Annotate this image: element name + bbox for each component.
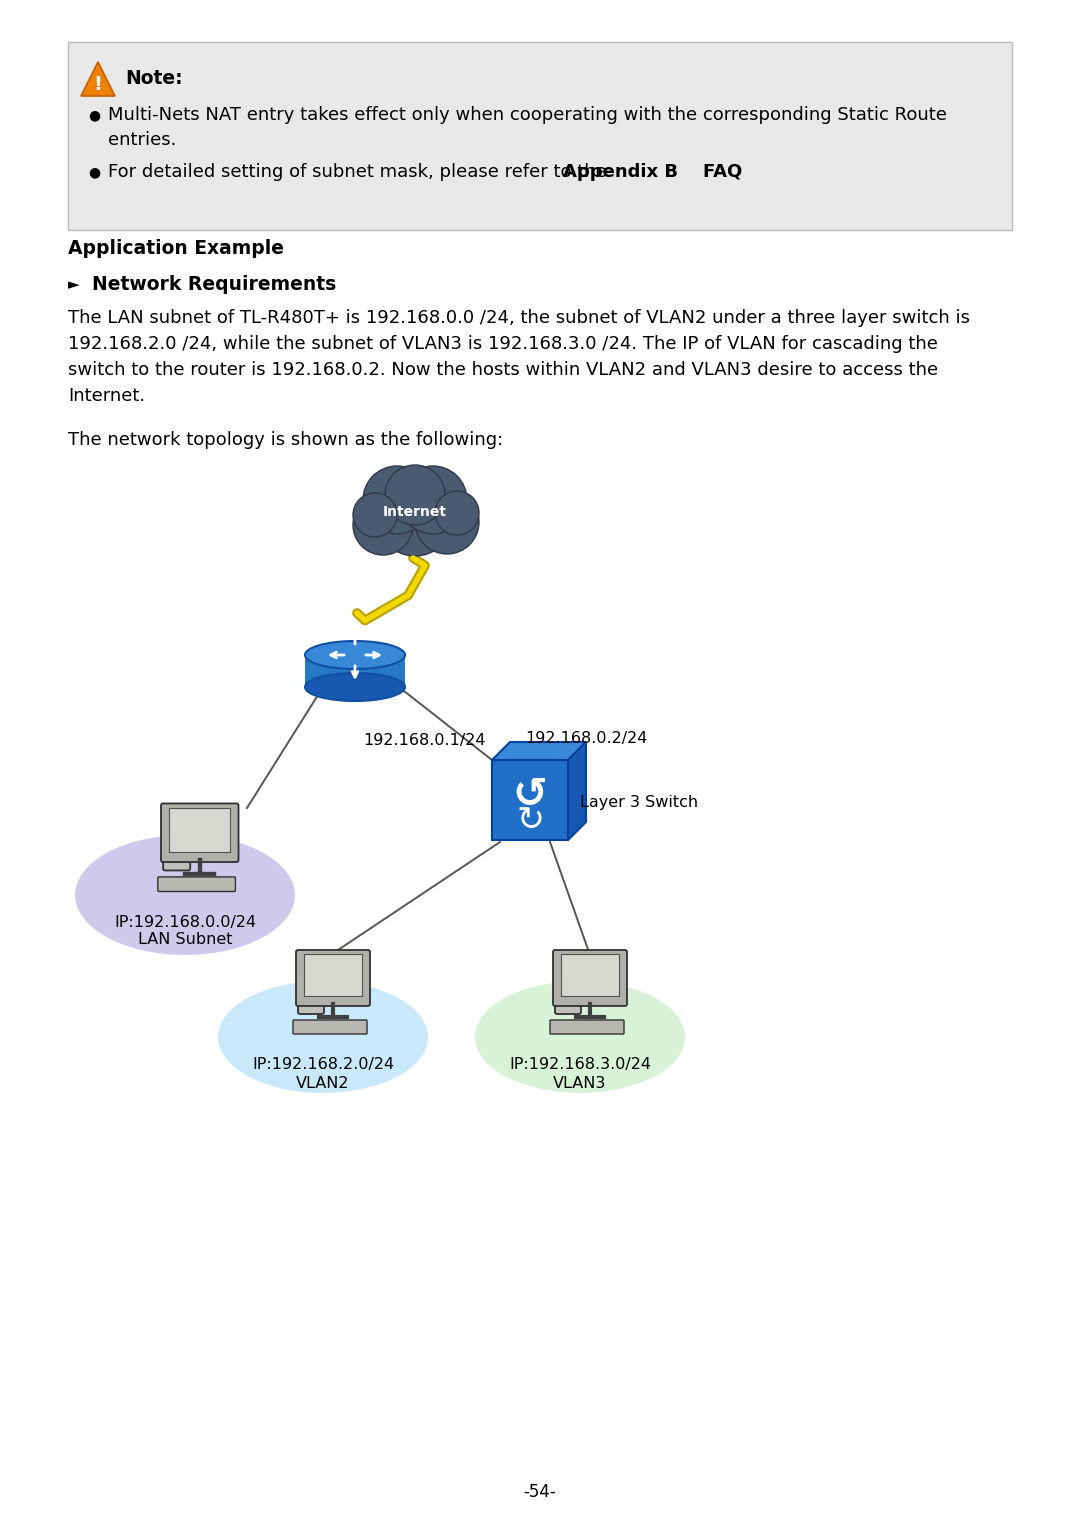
FancyBboxPatch shape [163, 806, 190, 870]
Circle shape [363, 466, 431, 534]
Circle shape [353, 493, 397, 538]
Text: ●: ● [87, 165, 100, 179]
FancyBboxPatch shape [293, 1020, 367, 1034]
Text: Multi-Nets NAT entry takes effect only when cooperating with the corresponding S: Multi-Nets NAT entry takes effect only w… [108, 105, 947, 124]
FancyBboxPatch shape [68, 43, 1012, 231]
Text: ↻: ↻ [516, 803, 544, 837]
FancyBboxPatch shape [158, 876, 235, 892]
Text: LAN Subnet: LAN Subnet [138, 933, 232, 947]
Ellipse shape [305, 641, 405, 669]
Text: IP:192.168.3.0/24: IP:192.168.3.0/24 [509, 1058, 651, 1072]
Text: Layer 3 Switch: Layer 3 Switch [580, 794, 698, 809]
Text: 192.168.0.2/24: 192.168.0.2/24 [525, 730, 647, 745]
FancyBboxPatch shape [298, 951, 324, 1014]
Text: 192.168.2.0 /24, while the subnet of VLAN3 is 192.168.3.0 /24. The IP of VLAN fo: 192.168.2.0 /24, while the subnet of VLA… [68, 334, 937, 353]
Circle shape [399, 466, 467, 534]
Text: Network Requirements: Network Requirements [92, 275, 336, 295]
Text: entries.: entries. [108, 131, 176, 150]
Text: -54-: -54- [524, 1483, 556, 1501]
Text: !: ! [94, 75, 103, 93]
Text: ►: ► [68, 278, 80, 293]
Circle shape [415, 490, 480, 554]
Polygon shape [305, 655, 405, 687]
Text: VLAN3: VLAN3 [553, 1075, 607, 1090]
Ellipse shape [305, 673, 405, 701]
Text: The LAN subnet of TL-R480T+ is 192.168.0.0 /24, the subnet of VLAN2 under a thre: The LAN subnet of TL-R480T+ is 192.168.0… [68, 308, 970, 327]
FancyBboxPatch shape [303, 954, 362, 996]
Text: IP:192.168.0.0/24: IP:192.168.0.0/24 [113, 915, 256, 930]
FancyBboxPatch shape [553, 950, 627, 1006]
Text: Note:: Note: [125, 70, 183, 89]
Polygon shape [568, 742, 586, 840]
Circle shape [353, 495, 413, 554]
Ellipse shape [218, 980, 428, 1093]
FancyBboxPatch shape [161, 803, 239, 863]
Text: Internet: Internet [383, 505, 447, 519]
Text: Internet.: Internet. [68, 386, 145, 405]
FancyBboxPatch shape [555, 951, 581, 1014]
Text: ↺: ↺ [513, 774, 548, 815]
Circle shape [384, 466, 445, 525]
Text: Appendix B    FAQ: Appendix B FAQ [563, 163, 742, 182]
Polygon shape [492, 742, 586, 760]
Text: IP:192.168.2.0/24: IP:192.168.2.0/24 [252, 1058, 394, 1072]
Text: For detailed setting of subnet mask, please refer to the: For detailed setting of subnet mask, ple… [108, 163, 612, 182]
FancyBboxPatch shape [561, 954, 619, 996]
Text: 192.168.0.1/24: 192.168.0.1/24 [363, 733, 486, 748]
FancyBboxPatch shape [170, 808, 230, 852]
Ellipse shape [75, 835, 295, 954]
Text: VLAN2: VLAN2 [296, 1075, 350, 1090]
Text: ●: ● [87, 108, 100, 122]
Polygon shape [492, 760, 568, 840]
Circle shape [435, 492, 480, 534]
Polygon shape [81, 63, 114, 96]
Text: switch to the router is 192.168.0.2. Now the hosts within VLAN2 and VLAN3 desire: switch to the router is 192.168.0.2. Now… [68, 360, 939, 379]
FancyBboxPatch shape [296, 950, 370, 1006]
Ellipse shape [475, 980, 685, 1093]
Text: The network topology is shown as the following:: The network topology is shown as the fol… [68, 431, 503, 449]
Circle shape [377, 479, 453, 556]
FancyBboxPatch shape [550, 1020, 624, 1034]
Text: Application Example: Application Example [68, 238, 284, 258]
